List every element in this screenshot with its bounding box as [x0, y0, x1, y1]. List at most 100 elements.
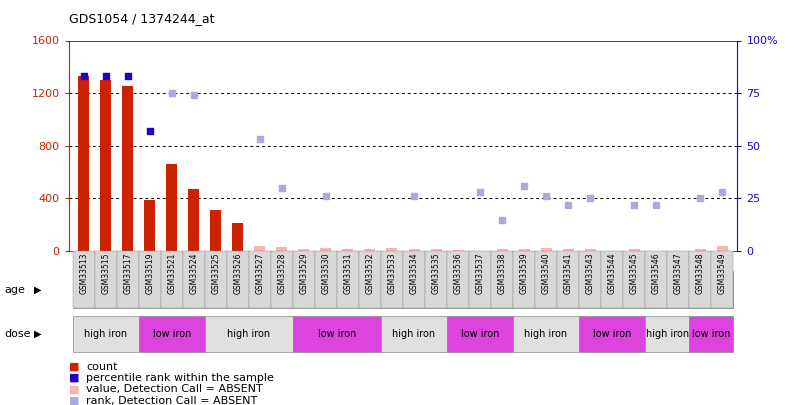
- Bar: [293, 251, 315, 308]
- Bar: [645, 251, 667, 308]
- Bar: [491, 251, 513, 308]
- Point: [188, 92, 201, 98]
- Text: GSM33515: GSM33515: [102, 253, 110, 294]
- Bar: [183, 251, 205, 308]
- Bar: [535, 251, 557, 308]
- Text: high iron: high iron: [227, 329, 271, 339]
- Bar: [579, 316, 645, 352]
- Text: 6 wk: 6 wk: [434, 285, 460, 294]
- Bar: [73, 316, 139, 352]
- Bar: [711, 251, 733, 308]
- Text: high iron: high iron: [646, 329, 688, 339]
- Point: [694, 195, 707, 202]
- Bar: [387, 248, 397, 251]
- Bar: [518, 249, 530, 251]
- Text: ■: ■: [69, 384, 79, 394]
- Text: GSM33544: GSM33544: [608, 253, 617, 294]
- Text: GSM33546: GSM33546: [651, 253, 661, 294]
- Point: [165, 90, 178, 96]
- Bar: [579, 251, 601, 308]
- Point: [716, 189, 729, 195]
- Bar: [321, 248, 331, 251]
- Text: ▶: ▶: [34, 285, 41, 294]
- Text: low iron: low iron: [692, 329, 730, 339]
- Bar: [430, 249, 442, 251]
- Bar: [541, 248, 551, 251]
- Point: [539, 193, 552, 200]
- Text: high iron: high iron: [393, 329, 435, 339]
- Text: GSM33547: GSM33547: [674, 253, 683, 294]
- Text: high iron: high iron: [85, 329, 127, 339]
- Text: low iron: low iron: [461, 329, 499, 339]
- Text: ▶: ▶: [34, 329, 41, 339]
- Text: GSM33549: GSM33549: [717, 253, 726, 294]
- Text: high iron: high iron: [525, 329, 567, 339]
- Text: GSM33530: GSM33530: [322, 253, 330, 294]
- Bar: [513, 271, 645, 308]
- Bar: [232, 224, 243, 251]
- Text: percentile rank within the sample: percentile rank within the sample: [86, 373, 274, 383]
- Bar: [144, 200, 156, 251]
- Bar: [271, 251, 293, 308]
- Bar: [645, 271, 733, 308]
- Point: [517, 183, 530, 189]
- Bar: [205, 316, 293, 352]
- Text: age: age: [4, 285, 25, 294]
- Bar: [166, 164, 177, 251]
- Bar: [315, 251, 337, 308]
- Bar: [689, 251, 711, 308]
- Bar: [601, 251, 623, 308]
- Bar: [381, 271, 513, 308]
- Text: GSM33517: GSM33517: [123, 253, 132, 294]
- Bar: [447, 251, 469, 308]
- Bar: [717, 246, 728, 251]
- Text: 12 wk: 12 wk: [563, 285, 596, 294]
- Bar: [381, 316, 447, 352]
- Bar: [205, 271, 381, 308]
- Text: low iron: low iron: [153, 329, 191, 339]
- Text: GSM33513: GSM33513: [80, 253, 89, 294]
- Bar: [78, 76, 89, 251]
- Bar: [210, 210, 222, 251]
- Text: GSM33531: GSM33531: [343, 253, 352, 294]
- Bar: [584, 249, 596, 251]
- Bar: [425, 251, 447, 308]
- Bar: [276, 247, 288, 251]
- Point: [650, 202, 663, 208]
- Bar: [255, 246, 265, 251]
- Text: dose: dose: [4, 329, 31, 339]
- Text: low iron: low iron: [593, 329, 631, 339]
- Text: ■: ■: [69, 362, 79, 371]
- Bar: [117, 251, 139, 308]
- Point: [122, 73, 135, 79]
- Text: GSM33528: GSM33528: [277, 253, 286, 294]
- Text: GSM33541: GSM33541: [563, 253, 572, 294]
- Bar: [409, 249, 419, 251]
- Point: [474, 189, 487, 195]
- Text: GSM33543: GSM33543: [585, 253, 595, 294]
- Bar: [101, 80, 111, 251]
- Text: GSM33535: GSM33535: [431, 253, 441, 294]
- Text: low iron: low iron: [318, 329, 356, 339]
- Bar: [513, 316, 579, 352]
- Bar: [381, 251, 403, 308]
- Bar: [403, 251, 425, 308]
- Point: [584, 195, 596, 202]
- Text: GSM33539: GSM33539: [520, 253, 529, 294]
- Bar: [205, 251, 227, 308]
- Bar: [623, 251, 645, 308]
- Bar: [293, 316, 381, 352]
- Text: ■: ■: [69, 396, 79, 405]
- Text: 21 d: 21 d: [280, 285, 305, 294]
- Text: GDS1054 / 1374244_at: GDS1054 / 1374244_at: [69, 12, 214, 25]
- Bar: [298, 249, 310, 251]
- Bar: [343, 249, 354, 251]
- Point: [496, 216, 509, 223]
- Bar: [563, 249, 574, 251]
- Text: GSM33525: GSM33525: [211, 253, 221, 294]
- Text: count: count: [86, 362, 118, 371]
- Point: [99, 73, 112, 79]
- Bar: [73, 271, 205, 308]
- Text: value, Detection Call = ABSENT: value, Detection Call = ABSENT: [86, 384, 263, 394]
- Text: GSM33519: GSM33519: [145, 253, 155, 294]
